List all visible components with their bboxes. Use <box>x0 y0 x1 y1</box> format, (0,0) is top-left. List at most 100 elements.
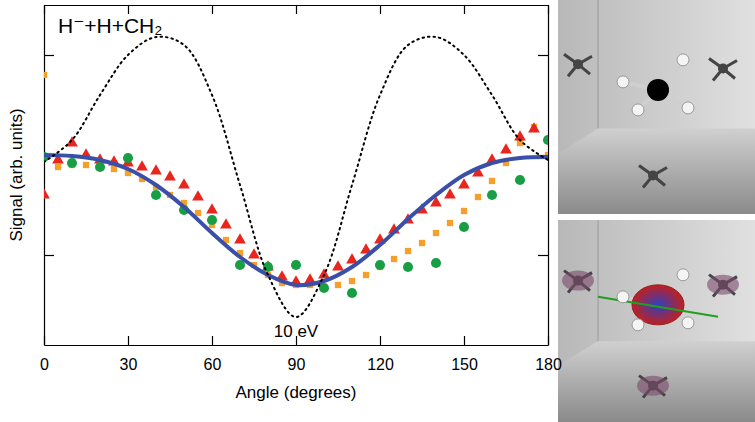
point <box>319 283 329 293</box>
axis <box>45 5 549 14</box>
tick <box>212 5 213 14</box>
point <box>136 160 148 170</box>
atom <box>682 102 694 114</box>
shadow <box>564 54 592 76</box>
tick <box>380 5 381 14</box>
tick-mark <box>464 5 465 14</box>
point <box>123 153 133 163</box>
shadow-orbital <box>637 376 669 396</box>
tick <box>128 5 129 14</box>
axis <box>44 6 54 346</box>
tick-label: 0 <box>40 356 49 373</box>
point <box>234 233 246 243</box>
panel-edge <box>598 220 599 341</box>
shadow <box>637 376 669 398</box>
panel-wall <box>558 0 755 214</box>
point <box>543 135 548 145</box>
tick: 30 <box>120 336 138 373</box>
point <box>347 288 357 298</box>
line <box>44 37 548 317</box>
shadow-atom <box>648 170 658 180</box>
tick-mark <box>128 336 129 345</box>
tick-label: 30 <box>120 356 138 373</box>
point <box>44 188 50 198</box>
point <box>405 248 411 254</box>
tick-mark <box>44 55 54 56</box>
axis-line <box>45 345 549 346</box>
atom <box>647 79 669 101</box>
panel-edge <box>598 0 599 128</box>
tick-mark <box>538 255 548 256</box>
series-circle <box>44 135 548 298</box>
point <box>335 282 341 288</box>
tick-mark <box>464 336 465 345</box>
shadow <box>639 165 667 187</box>
y-axis-title: Signal (arb. units) <box>7 108 26 241</box>
tick-mark <box>44 255 54 256</box>
tick-mark <box>296 5 297 14</box>
point <box>332 260 344 270</box>
axis-line <box>548 6 549 346</box>
atom <box>677 54 689 66</box>
tick: 90 <box>288 336 306 373</box>
point <box>447 220 453 226</box>
panel-floor <box>558 341 755 422</box>
tick-label: 180 <box>535 356 562 373</box>
chart: 0306090120150180H⁻+H+CH₂10 eVAngle (degr… <box>0 0 755 422</box>
tick: 150 <box>451 336 478 373</box>
atom <box>682 317 694 329</box>
panel-floor <box>558 128 755 214</box>
tick: 60 <box>204 336 222 373</box>
axis <box>538 6 549 346</box>
point <box>206 203 218 213</box>
marks <box>44 37 548 317</box>
shadow-orbital <box>707 275 739 295</box>
x-axis-title: Angle (degrees) <box>236 383 357 402</box>
atom <box>617 291 629 303</box>
point <box>111 166 117 172</box>
shadow <box>562 271 594 293</box>
tick-mark <box>538 55 548 56</box>
tick <box>464 5 465 14</box>
shadow-atom <box>718 63 728 73</box>
tick-mark <box>128 5 129 14</box>
point <box>403 262 413 272</box>
point <box>515 175 525 185</box>
point <box>291 260 301 270</box>
point <box>164 170 176 180</box>
point <box>500 143 512 153</box>
point <box>207 215 217 225</box>
point <box>178 178 190 188</box>
point <box>487 190 497 200</box>
shadow <box>707 275 739 297</box>
point <box>44 72 47 78</box>
point <box>528 122 540 132</box>
shadow <box>709 58 737 80</box>
point <box>151 190 161 200</box>
tick <box>44 255 54 256</box>
point <box>391 256 397 262</box>
tick-label: 120 <box>367 356 394 373</box>
point <box>55 164 61 170</box>
series-triangle <box>44 122 540 285</box>
render-panel <box>558 220 755 422</box>
point <box>192 190 204 200</box>
tick: 120 <box>367 336 394 373</box>
shadow-orbital <box>562 271 594 291</box>
panel-wall <box>558 220 755 422</box>
point <box>220 218 232 228</box>
plot: 0306090120150180H⁻+H+CH₂10 eV <box>38 5 562 373</box>
point <box>459 222 469 232</box>
tick <box>296 5 297 14</box>
line <box>44 155 548 285</box>
tick <box>44 55 54 56</box>
point <box>263 262 273 272</box>
point <box>489 178 495 184</box>
tick-mark <box>380 336 381 345</box>
vector <box>598 297 718 317</box>
shadow-atom <box>573 59 583 69</box>
annotation: 10 eV <box>274 322 319 341</box>
tick-mark <box>212 5 213 14</box>
atom <box>617 76 629 88</box>
point <box>83 162 89 168</box>
